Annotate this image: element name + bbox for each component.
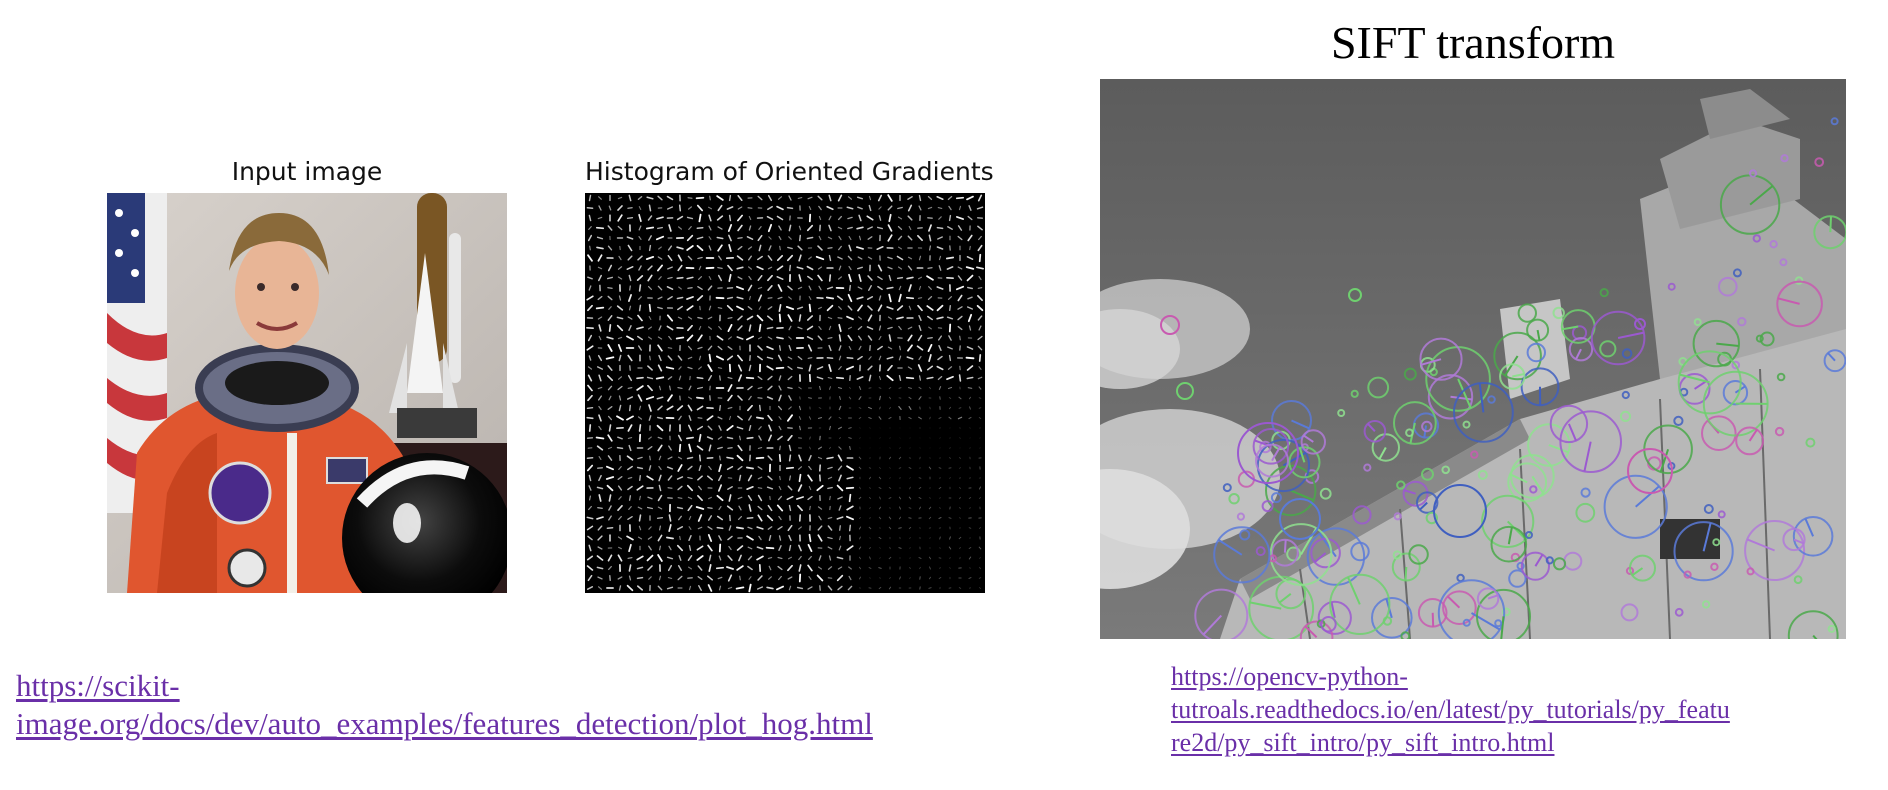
hog-link[interactable]: https://scikit- image.org/docs/dev/auto_… xyxy=(16,667,1016,743)
sift-link-line1[interactable]: https://opencv-python- xyxy=(1171,662,1408,691)
sift-link[interactable]: https://opencv-python- tutroals.readthed… xyxy=(1171,660,1871,759)
sift-title: SIFT transform xyxy=(1330,17,1616,68)
sift-link-line2[interactable]: tutroals.readthedocs.io/en/latest/py_tut… xyxy=(1171,695,1730,724)
hog-link-line2[interactable]: image.org/docs/dev/auto_examples/feature… xyxy=(16,706,873,741)
shuttle xyxy=(389,193,477,438)
astronaut-image xyxy=(107,193,507,593)
sift-image xyxy=(1100,79,1846,639)
hog-image xyxy=(585,193,985,593)
hog-caption: Histogram of Oriented Gradients xyxy=(585,157,994,186)
input-image-caption: Input image xyxy=(231,157,383,186)
sift-link-line3[interactable]: re2d/py_sift_intro/py_sift_intro.html xyxy=(1171,728,1555,757)
hog-link-line1[interactable]: https://scikit- xyxy=(16,668,180,703)
